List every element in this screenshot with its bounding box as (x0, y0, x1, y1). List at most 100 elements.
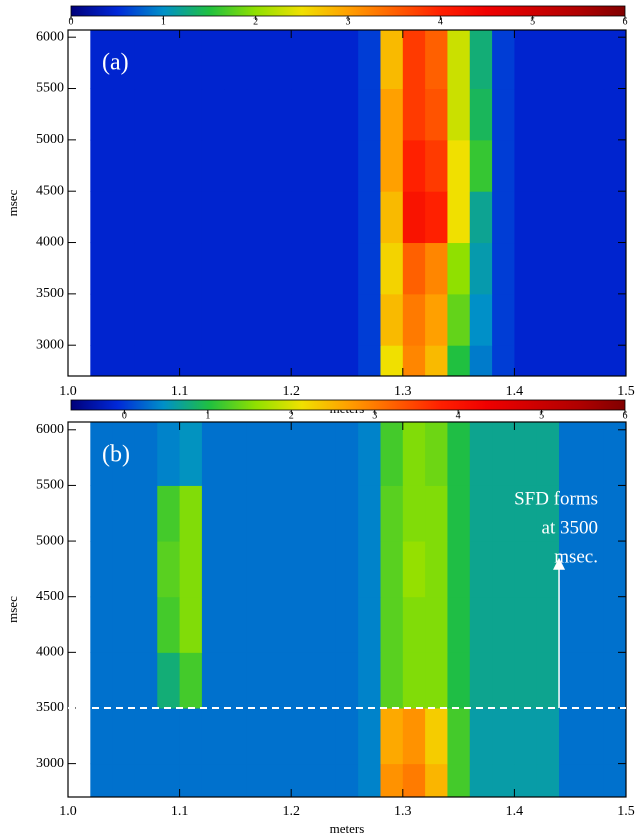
heat-cell (134, 763, 158, 798)
heat-cell (201, 191, 225, 244)
heat-cell (492, 422, 515, 486)
heat-cell (291, 139, 315, 192)
heat-cell (492, 541, 515, 598)
heat-cell (112, 707, 136, 765)
heat-cell (559, 88, 582, 141)
heat-cell (447, 242, 471, 295)
heat-cell (90, 707, 114, 765)
heat-cell (291, 707, 315, 765)
heat-cell (112, 242, 136, 295)
heat-cell (581, 763, 605, 798)
heat-cell (134, 242, 158, 295)
x-axis-label: meters (330, 821, 365, 836)
heat-cell (469, 707, 493, 765)
y-tick-label: 5500 (36, 478, 64, 493)
heat-cell (90, 139, 114, 192)
heat-cell (402, 30, 426, 90)
heat-cell (603, 345, 627, 377)
heat-cell (246, 707, 270, 765)
heat-cell (157, 242, 181, 295)
heat-cell (581, 422, 605, 486)
heat-cell (335, 139, 359, 192)
y-tick-label: 4000 (36, 645, 64, 660)
heat-cell (469, 541, 493, 598)
heat-cell (402, 242, 426, 295)
heat-cell (447, 191, 471, 244)
heat-cell (581, 596, 605, 653)
heat-cell (268, 707, 292, 765)
heat-cell (447, 345, 471, 377)
heat-cell (425, 293, 448, 346)
y-tick-label: 4000 (36, 235, 64, 250)
heat-cell (402, 763, 426, 798)
heat-cell (469, 345, 493, 377)
heat-cell (469, 293, 493, 346)
heat-cell (559, 191, 582, 244)
heat-cell (112, 139, 136, 192)
heat-cell (112, 485, 136, 542)
heat-cell (313, 707, 337, 765)
heat-cell (514, 345, 538, 377)
heat-cell (246, 652, 270, 709)
heat-cell (268, 242, 292, 295)
heat-cell (469, 652, 493, 709)
heat-cell (291, 596, 315, 653)
heat-cell (179, 485, 203, 542)
heat-cell (447, 88, 471, 141)
heat-cell (157, 345, 181, 377)
heat-cell (291, 485, 315, 542)
heat-cell (380, 652, 404, 709)
heat-cell (447, 485, 471, 542)
colorbar-tick-label: 1 (205, 410, 210, 421)
y-tick-label: 5500 (36, 81, 64, 96)
heat-cell (469, 30, 493, 90)
heat-cell (335, 541, 359, 598)
heat-cell (246, 422, 270, 486)
heat-cell (134, 88, 158, 141)
heat-cell (581, 88, 605, 141)
heat-cell (514, 652, 538, 709)
heat-cell (469, 596, 493, 653)
heat-cell (90, 485, 114, 542)
annotation: msec. (554, 546, 598, 567)
heat-cell (90, 293, 114, 346)
heat-cell (358, 88, 381, 141)
heat-cell (447, 293, 471, 346)
heat-cell (402, 139, 426, 192)
heat-cell (201, 139, 225, 192)
heat-cell (112, 541, 136, 598)
y-tick-label: 5000 (36, 533, 64, 548)
heat-cell (268, 422, 292, 486)
heat-cell (246, 191, 270, 244)
heat-cell (313, 422, 337, 486)
heat-cell (134, 485, 158, 542)
y-tick-label: 6000 (36, 29, 64, 44)
x-tick-label: 1.4 (506, 384, 524, 399)
heat-cell (492, 88, 515, 141)
heat-cell (246, 30, 270, 90)
heat-cell (581, 191, 605, 244)
heat-cell (559, 139, 582, 192)
heat-cell (134, 596, 158, 653)
heat-cell (469, 242, 493, 295)
heat-cell (603, 139, 627, 192)
heat-cell (335, 422, 359, 486)
heat-cell (201, 541, 225, 598)
heat-cell (90, 596, 114, 653)
x-tick-label: 1.0 (59, 804, 77, 819)
heat-cell (224, 763, 248, 798)
heat-cell (380, 422, 404, 486)
heat-cell (492, 345, 515, 377)
x-tick-label: 1.0 (59, 384, 77, 399)
heat-cell (157, 422, 181, 486)
heat-cell (335, 763, 359, 798)
heat-cell (559, 242, 582, 295)
heat-cell (536, 30, 560, 90)
heat-cell (425, 242, 448, 295)
heat-cell (358, 422, 381, 486)
heat-cell (425, 541, 448, 598)
heat-cell (179, 707, 203, 765)
y-tick-label: 3000 (36, 756, 64, 771)
